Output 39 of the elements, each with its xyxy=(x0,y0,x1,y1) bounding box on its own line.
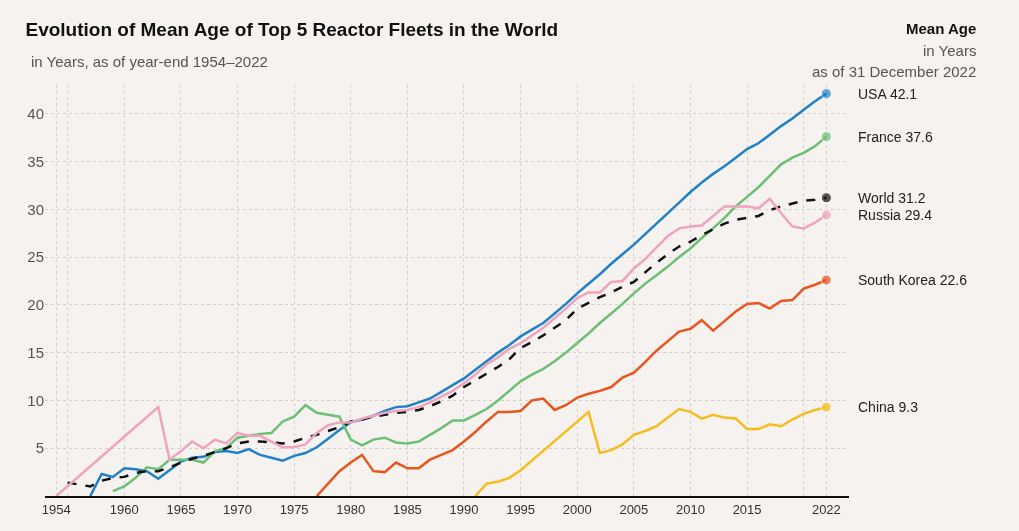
y-tick-label: 10 xyxy=(27,391,44,409)
text: USA 42.1 xyxy=(858,86,918,102)
point xyxy=(820,192,832,204)
y-tick-label: 15 xyxy=(27,343,44,361)
y-tick-label: 5 xyxy=(35,439,44,457)
y-tick-label: 35 xyxy=(27,152,44,170)
y-tick-label: 25 xyxy=(27,248,44,266)
point xyxy=(820,274,832,286)
text: as of 31 December 2022 xyxy=(812,63,977,80)
x-tick-label: 1995 xyxy=(506,501,536,517)
x-tick-label: 1980 xyxy=(336,501,366,517)
text: Russia 29.4 xyxy=(858,207,932,223)
x-tick-label: 1954 xyxy=(41,501,71,517)
point xyxy=(820,209,832,221)
y-tick-label: 20 xyxy=(27,296,44,314)
text: World 31.2 xyxy=(858,190,926,206)
x-tick-label: 1965 xyxy=(166,501,196,517)
x-tick-label: 2015 xyxy=(732,501,762,517)
text: in Years xyxy=(923,42,977,59)
x-tick-label: 2022 xyxy=(811,501,841,517)
x-tick-label: 1990 xyxy=(449,501,479,517)
x-tick-label: 2000 xyxy=(562,501,592,517)
text: South Korea 22.6 xyxy=(858,272,967,288)
y-tick-label: 30 xyxy=(27,200,44,218)
x-tick-label: 2005 xyxy=(619,501,649,517)
x-tick-label: 1975 xyxy=(279,501,309,517)
point xyxy=(820,401,832,413)
x-tick-label: 2010 xyxy=(676,501,705,517)
text: Mean Age xyxy=(906,20,977,37)
point xyxy=(820,88,832,100)
chart-subtitle: in Years, as of year-end 1954–2022 xyxy=(31,53,268,70)
chart-title: Evolution of Mean Age of Top 5 Reactor Fleets in the World xyxy=(25,19,559,41)
y-tick-label: 40 xyxy=(27,104,44,122)
x-tick-label: 1985 xyxy=(392,501,422,517)
x-tick-label: 1960 xyxy=(109,501,139,517)
point xyxy=(820,131,832,143)
text: China 9.3 xyxy=(858,399,918,415)
text: France 37.6 xyxy=(858,129,933,145)
x-tick-label: 1970 xyxy=(223,501,252,517)
